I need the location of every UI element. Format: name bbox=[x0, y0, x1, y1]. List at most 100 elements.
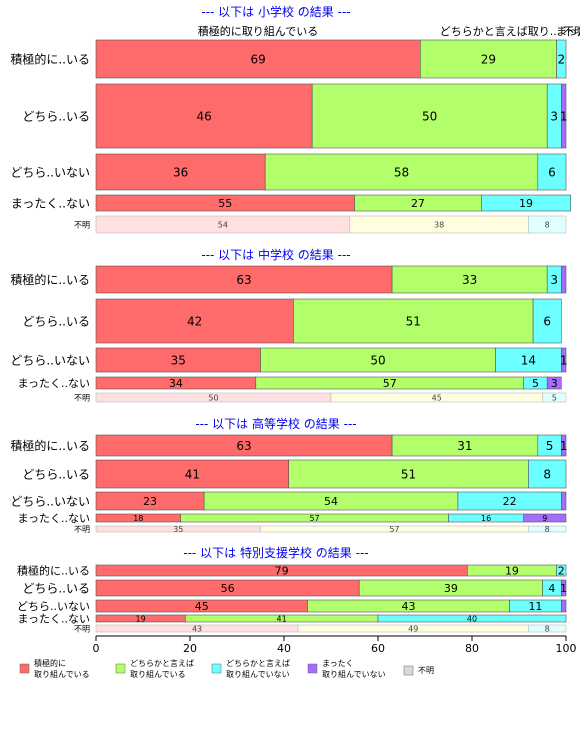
row-label: どちら..いる bbox=[22, 467, 90, 481]
data-label: 19 bbox=[519, 197, 533, 210]
legend-label-line: まったく bbox=[322, 659, 354, 668]
bar-segment bbox=[293, 298, 534, 344]
row-label: まったく..ない bbox=[17, 612, 90, 625]
legend-label-line: 積極的に bbox=[34, 658, 66, 668]
bar-segment bbox=[532, 298, 562, 344]
bar-segment bbox=[95, 83, 313, 149]
data-label: 35 bbox=[173, 525, 183, 534]
data-label: 63 bbox=[236, 273, 251, 287]
data-label: 43 bbox=[402, 600, 416, 613]
bar-row: 積極的に..いる 79 19 2 bbox=[17, 563, 567, 577]
data-label: 14 bbox=[521, 353, 536, 367]
bar-segment bbox=[560, 434, 567, 457]
data-label: 1 bbox=[560, 582, 567, 595]
data-label: 23 bbox=[143, 495, 157, 508]
legend-swatch bbox=[19, 663, 30, 674]
bar-segment bbox=[260, 347, 496, 373]
data-label: 38 bbox=[434, 220, 444, 229]
data-label: 3 bbox=[550, 273, 558, 287]
data-label: 3 bbox=[551, 377, 558, 390]
legend-label-line: 取り組んでいる bbox=[34, 669, 90, 679]
row-label: まったく..ない bbox=[17, 377, 90, 390]
legend-item: 不明 bbox=[403, 665, 434, 676]
legend-item: どちらかと言えば取り組んでいる bbox=[115, 658, 194, 679]
data-label: 1 bbox=[560, 353, 568, 367]
row-label: どちら..いない bbox=[10, 494, 90, 508]
legend-item: 積極的に取り組んでいる bbox=[19, 658, 90, 679]
x-tick-label: 100 bbox=[556, 642, 577, 655]
panel-title: --- 以下は 小学校 の結果 --- bbox=[201, 4, 350, 19]
bar-segment bbox=[546, 376, 562, 390]
row-label: 不明 bbox=[74, 393, 90, 402]
data-label: 22 bbox=[503, 495, 517, 508]
bar-segment bbox=[288, 459, 529, 489]
legend-swatch bbox=[211, 663, 222, 674]
bar-row: まったく..ない 19 41 40 bbox=[17, 612, 567, 625]
x-tick-label: 40 bbox=[277, 642, 291, 655]
legend-swatch bbox=[115, 663, 126, 674]
bar-row: どちら..いない 36 58 6 bbox=[10, 153, 567, 191]
legend: 積極的に取り組んでいるどちらかと言えば取り組んでいるどちらかと言えば取り組んでい… bbox=[19, 658, 434, 679]
data-label: 45 bbox=[195, 600, 209, 613]
data-label: 69 bbox=[251, 52, 266, 66]
bar-segment bbox=[495, 347, 562, 373]
x-axis: 0 20 40 60 80 100 bbox=[93, 635, 577, 655]
data-label: 79 bbox=[275, 564, 289, 577]
data-label: 19 bbox=[136, 614, 146, 623]
data-label: 31 bbox=[457, 439, 472, 453]
data-label: 46 bbox=[196, 109, 211, 123]
bar-row-unknown: 不明 54 38 8 bbox=[74, 215, 567, 234]
bar-row: 積極的に..いる 69 29 2 bbox=[10, 39, 567, 79]
bar-row: まったく..ない 18 57 16 9 bbox=[17, 512, 567, 525]
data-label: 6 bbox=[543, 314, 551, 328]
data-label: 55 bbox=[218, 197, 232, 210]
data-label: 33 bbox=[462, 273, 477, 287]
data-label: 45 bbox=[432, 393, 442, 402]
bar-segment bbox=[264, 153, 539, 191]
bar-segment bbox=[556, 564, 567, 577]
bar-row: まったく..ない 34 57 5 3 bbox=[17, 376, 562, 390]
row-label: 不明 bbox=[74, 220, 90, 229]
legend-label: まったく取り組んでいない bbox=[322, 659, 386, 679]
data-label: 4 bbox=[548, 582, 555, 595]
header-label: どちらかと言えば取り... bbox=[440, 25, 561, 38]
bar-row-unknown: 不明 35 57 8 bbox=[74, 525, 567, 534]
bar-row: どちら..いない 35 50 14 1 bbox=[10, 347, 568, 373]
x-tick-label: 60 bbox=[371, 642, 385, 655]
bar-segment bbox=[311, 83, 548, 149]
row-label: どちら..いない bbox=[10, 353, 90, 367]
data-label: 50 bbox=[370, 353, 385, 367]
row-label: どちら..いる bbox=[22, 109, 90, 123]
row-label: 不明 bbox=[74, 525, 90, 534]
bar-segment bbox=[95, 347, 261, 373]
column-header-labels: 積極的に取り組んでいる どちらかと言えば取り...まった不明 bbox=[198, 24, 580, 38]
bar-segment bbox=[556, 39, 567, 79]
data-label: 18 bbox=[133, 514, 143, 523]
bar-segment bbox=[537, 153, 567, 191]
bar-segment bbox=[528, 624, 567, 633]
data-label: 56 bbox=[221, 582, 235, 595]
data-label: 57 bbox=[389, 525, 399, 534]
legend-label-line: 取り組んでいる bbox=[130, 669, 186, 679]
data-label: 1 bbox=[560, 109, 568, 123]
bar-row: 積極的に..いる 63 31 5 1 bbox=[10, 434, 568, 457]
data-label: 54 bbox=[218, 220, 228, 229]
bar-segment bbox=[528, 459, 567, 489]
data-label: 50 bbox=[208, 393, 218, 402]
data-label: 1 bbox=[560, 439, 568, 453]
data-label: 3 bbox=[550, 109, 558, 123]
row-label: どちら..いない bbox=[17, 600, 90, 613]
bar-segment bbox=[481, 194, 571, 212]
chart-panels: --- 以下は 小学校 の結果 --- 積極的に..いる 69 29 2 どちら..いる 4… bbox=[10, 4, 571, 633]
legend-swatch bbox=[307, 663, 318, 674]
data-label: 8 bbox=[545, 624, 550, 633]
data-label: 51 bbox=[406, 314, 421, 328]
data-label: 11 bbox=[528, 600, 542, 613]
bar-segment bbox=[95, 298, 294, 344]
bar-row: どちら..いる 41 51 8 bbox=[22, 459, 567, 489]
x-tick-label: 80 bbox=[465, 642, 479, 655]
bar-row: まったく..ない 55 27 19 bbox=[11, 194, 571, 212]
data-label: 41 bbox=[185, 467, 200, 481]
data-label: 5 bbox=[546, 439, 554, 453]
